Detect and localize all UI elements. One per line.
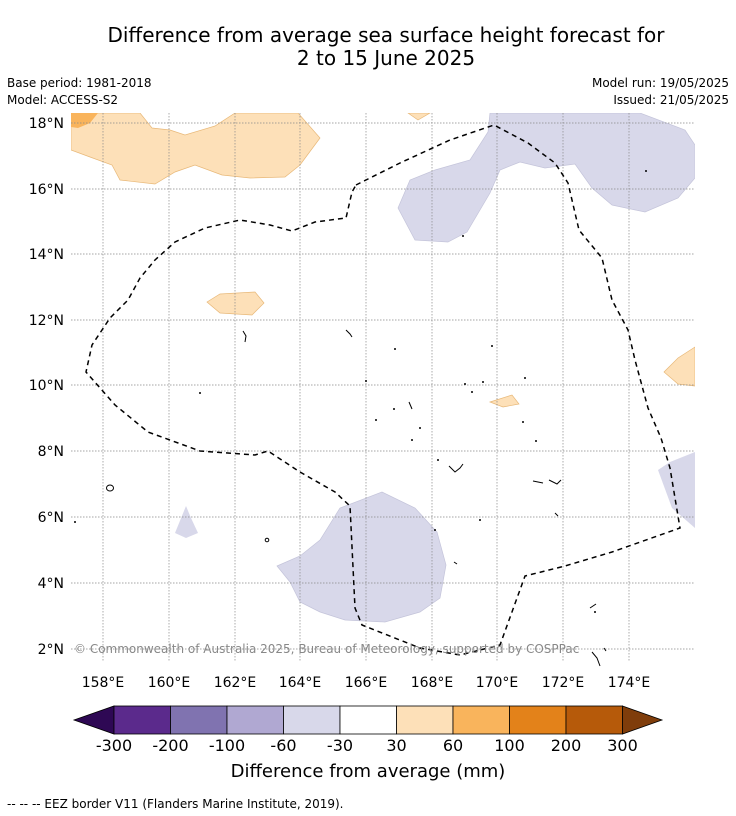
positive-anomaly-12n <box>206 291 265 316</box>
positive-anomaly-north-west <box>71 113 321 185</box>
model-label: Model: ACCESS-S2 <box>7 93 119 107</box>
colorbar-segment-2 <box>170 705 228 735</box>
colorbar-segment-4 <box>283 705 341 735</box>
lon-label-170e: 170°E <box>476 675 519 691</box>
lat-label-10n: 10°N <box>29 378 64 394</box>
colorbar <box>72 705 664 735</box>
lon-label-158e: 158°E <box>82 675 125 691</box>
anomaly-regions <box>71 113 695 623</box>
model-run-label: Model run: 19/05/2025 <box>591 76 729 90</box>
lat-label-6n: 6°N <box>38 510 64 526</box>
colorbar-tick-label: 60 <box>443 736 463 755</box>
colorbar-tick-labels: -300 -200 -100 -60 -30 30 60 100 200 300 <box>96 736 638 755</box>
eez-border-line <box>85 124 681 656</box>
negative-anomaly-north <box>397 113 695 243</box>
positive-anomaly-small-north <box>407 113 431 121</box>
positive-anomaly-east <box>663 346 695 387</box>
colorbar-high-extend <box>622 705 664 735</box>
negative-anomaly-south <box>276 491 447 623</box>
lon-label-172e: 172°E <box>542 675 585 691</box>
colorbar-segment-8 <box>509 705 567 735</box>
issued-label: Issued: 21/05/2025 <box>613 93 729 107</box>
lat-label-16n: 16°N <box>29 182 64 198</box>
colorbar-segment-9 <box>565 705 623 735</box>
lon-label-168e: 168°E <box>411 675 454 691</box>
eez-footnote: -- -- -- EEZ border V11 (Flanders Marine… <box>7 797 344 811</box>
colorbar-tick-label: 100 <box>494 736 525 755</box>
island-dots <box>74 170 647 613</box>
colorbar-tick-label: 200 <box>551 736 582 755</box>
copyright-text: © Commonwealth of Australia 2025, Bureau… <box>74 642 579 656</box>
longitude-labels: 158°E 160°E 162°E 164°E 166°E 168°E 170°… <box>82 675 651 691</box>
island-outlines <box>106 329 607 667</box>
colorbar-tick-label: -100 <box>209 736 245 755</box>
lat-label-8n: 8°N <box>38 444 64 460</box>
positive-anomaly-small-9n <box>488 394 520 408</box>
lon-label-166e: 166°E <box>345 675 388 691</box>
lat-label-12n: 12°N <box>29 313 64 329</box>
colorbar-tick-label: -200 <box>152 736 188 755</box>
lon-label-160e: 160°E <box>148 675 191 691</box>
lat-label-4n: 4°N <box>38 576 64 592</box>
colorbar-low-extend <box>72 705 115 735</box>
colorbar-tick-label: 30 <box>386 736 406 755</box>
base-period-label: Base period: 1981-2018 <box>7 76 152 90</box>
chart-title-line-2: 2 to 15 June 2025 <box>296 46 476 70</box>
colorbar-tick-label: -300 <box>96 736 132 755</box>
negative-anomaly-east <box>658 452 695 528</box>
colorbar-tick-label: 300 <box>607 736 638 755</box>
positive-anomaly-corner <box>71 113 98 128</box>
map-gridlines <box>71 113 695 662</box>
lon-label-174e: 174°E <box>608 675 651 691</box>
colorbar-tick-label: -30 <box>327 736 353 755</box>
lon-label-164e: 164°E <box>279 675 322 691</box>
colorbar-tick-label: -60 <box>270 736 296 755</box>
lon-label-162e: 162°E <box>214 675 257 691</box>
colorbar-segment-7 <box>452 705 510 735</box>
lat-label-2n: 2°N <box>38 642 64 658</box>
colorbar-segment-6 <box>396 705 454 735</box>
lat-label-14n: 14°N <box>29 247 64 263</box>
colorbar-segment-5 <box>339 705 397 735</box>
latitude-labels: 18°N 16°N 14°N 12°N 10°N 8°N 6°N 4°N 2°N <box>29 116 64 658</box>
colorbar-segment-1 <box>113 705 171 735</box>
negative-anomaly-small-west <box>175 506 198 538</box>
chart-title-line-1: Difference from average sea surface heig… <box>107 23 665 47</box>
colorbar-title: Difference from average (mm) <box>230 761 506 782</box>
colorbar-segment-3 <box>226 705 284 735</box>
lat-label-18n: 18°N <box>29 116 64 132</box>
